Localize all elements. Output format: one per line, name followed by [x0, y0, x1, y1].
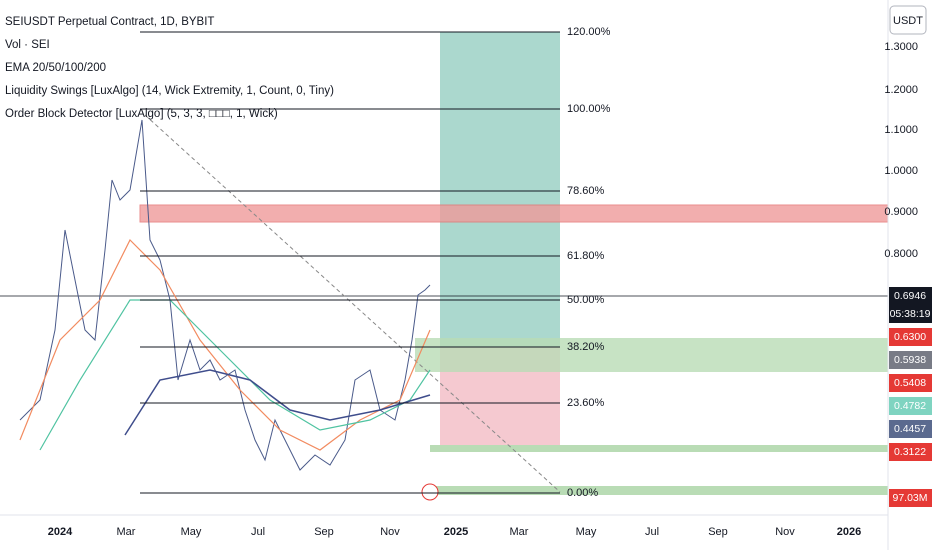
price-tag-label: 0.5938 [894, 354, 926, 366]
fib-label: 23.60% [567, 397, 605, 409]
price-tag-label: 0.5408 [894, 377, 926, 389]
price-tag-label: 0.4457 [894, 423, 926, 435]
price-axis-label: 1.2000 [884, 84, 918, 96]
price-tag [889, 351, 932, 369]
order-block-bull [415, 338, 888, 372]
profit-zone [440, 32, 560, 347]
time-axis-label: Sep [314, 526, 334, 538]
currency-button[interactable] [889, 5, 927, 35]
time-axis-label: 2026 [837, 526, 861, 538]
alert-icon[interactable] [421, 483, 439, 501]
fib-label: 120.00% [567, 26, 611, 38]
ema-line [19, 238, 431, 451]
order-block-bear [139, 204, 889, 223]
time-axis-label: Mar [510, 526, 529, 538]
time-axis-label: Jul [645, 526, 659, 538]
price-tag [889, 420, 932, 438]
time-axis-label: Jul [251, 526, 265, 538]
price-tag [889, 489, 932, 507]
ema-line [39, 299, 431, 451]
price-tag [889, 374, 932, 392]
price-axis-label: 0.9000 [884, 206, 918, 218]
time-axis-label: May [576, 526, 597, 538]
order-block-bull [430, 486, 888, 495]
price-tag-label: 0.4782 [894, 400, 926, 412]
ema-line [124, 369, 431, 436]
legend-line: Order Block Detector [LuxAlgo] (5, 3, 3,… [5, 108, 278, 120]
price-tag-label: 97.03M [892, 492, 927, 504]
price-tag [889, 287, 932, 305]
price-tag [889, 328, 932, 346]
order-block-bull [430, 445, 888, 452]
time-axis-label: 2024 [48, 526, 73, 538]
fib-label: 78.60% [567, 185, 605, 197]
time-axis-label: Sep [708, 526, 728, 538]
price-tag-label: 0.6946 [894, 290, 926, 302]
legend-line: Vol · SEI [5, 39, 50, 51]
fib-label: 50.00% [567, 294, 605, 306]
price-path [19, 119, 431, 471]
trend-line [144, 114, 561, 493]
legend-line: Liquidity Swings [LuxAlgo] (14, Wick Ext… [5, 85, 334, 97]
fib-label: 61.80% [567, 250, 605, 262]
time-axis-label: May [181, 526, 202, 538]
legend-line: EMA 20/50/100/200 [5, 62, 106, 74]
legend-line: SEIUSDT Perpetual Contract, 1D, BYBIT [5, 16, 214, 28]
price-tag [889, 443, 932, 461]
price-axis-label: 1.0000 [884, 165, 918, 177]
price-tag [889, 397, 932, 415]
price-tag-label: 05:38:19 [890, 308, 931, 320]
price-tag-label: 0.3122 [894, 446, 926, 458]
time-axis-label: Nov [775, 526, 795, 538]
fib-label: 0.00% [567, 487, 598, 499]
fib-label: 38.20% [567, 341, 605, 353]
price-tag-label: 0.6300 [894, 331, 926, 343]
fib-label: 100.00% [567, 103, 611, 115]
price-axis-label: 1.1000 [884, 124, 918, 136]
price-axis-label: 0.8000 [884, 248, 918, 260]
price-axis-label: 1.3000 [884, 41, 918, 53]
time-axis-label: 2025 [444, 526, 468, 538]
time-axis-label: Nov [380, 526, 400, 538]
time-axis-label: Mar [117, 526, 136, 538]
currency: USDT [893, 15, 923, 27]
price-tag [889, 305, 932, 323]
